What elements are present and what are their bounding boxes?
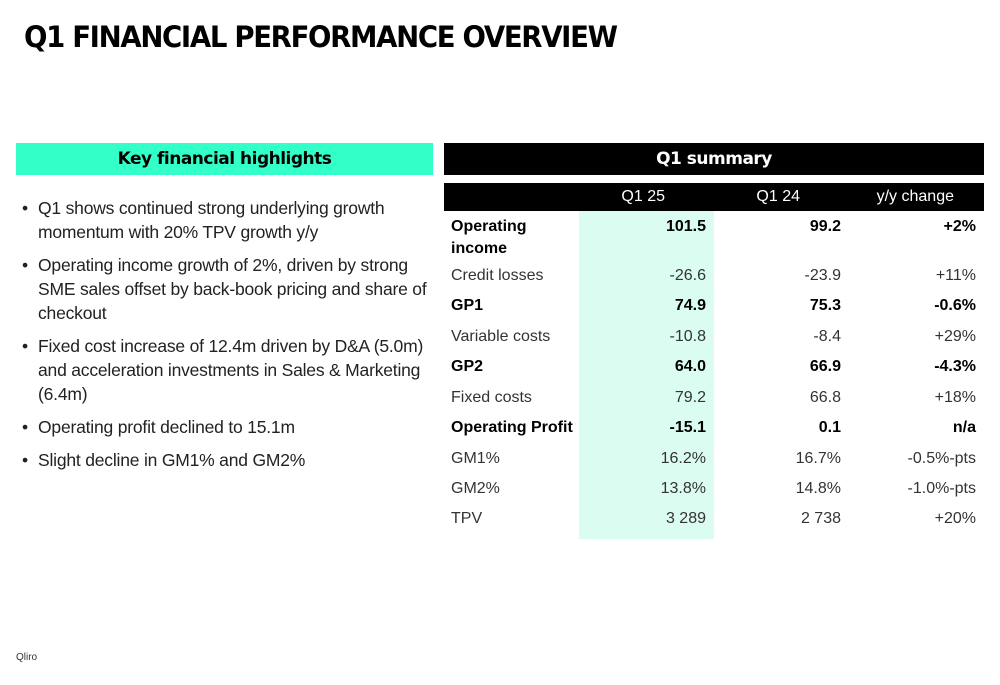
table-row: GM1% 16.2% 16.7% -0.5%-pts	[444, 443, 984, 473]
current-quarter-highlight	[579, 211, 714, 539]
value-yy-change: +2%	[943, 218, 976, 235]
highlights-list: Q1 shows continued strong underlying gro…	[20, 196, 430, 481]
value-yy-change: +18%	[934, 389, 976, 406]
highlights-header: Key financial highlights	[16, 143, 433, 175]
value-yy-change: +11%	[935, 267, 976, 284]
table-row: Variable costs -10.8 -8.4 +29%	[444, 321, 984, 351]
column-header-q124: Q1 24	[756, 188, 800, 205]
table-row: Operating Profit -15.1 0.1 n/a	[444, 412, 984, 443]
value-yy-change: +29%	[934, 328, 976, 345]
page-title: Q1 FINANCIAL PERFORMANCE OVERVIEW	[24, 20, 618, 54]
highlight-item: Q1 shows continued strong underlying gro…	[20, 196, 430, 244]
table-row: GP2 64.0 66.9 -4.3%	[444, 351, 984, 382]
value-q124: 66.8	[809, 389, 841, 406]
table-row: Operating income 101.5 99.2 +2%	[444, 211, 984, 260]
value-q124: 16.7%	[795, 450, 841, 467]
value-q125: 74.9	[674, 297, 706, 314]
highlight-item: Operating income growth of 2%, driven by…	[20, 253, 430, 325]
company-logo: Qliro	[16, 652, 38, 663]
value-yy-change: n/a	[952, 419, 976, 436]
value-q125: 64.0	[674, 358, 706, 375]
column-header-yy-change: y/y change	[876, 188, 954, 205]
value-yy-change: -4.3%	[934, 358, 976, 375]
summary-table-body: Operating income 101.5 99.2 +2% Credit losse…	[444, 211, 984, 533]
value-q124: -23.9	[804, 267, 841, 284]
value-q125: -26.6	[669, 267, 706, 284]
row-label: Credit losses	[451, 267, 544, 284]
value-q124: 99.2	[809, 218, 841, 235]
table-row: GM2% 13.8% 14.8% -1.0%-pts	[444, 473, 984, 503]
table-row: Credit losses -26.6 -23.9 +11%	[444, 260, 984, 290]
value-q125: 3 289	[665, 510, 706, 527]
row-label: GM1%	[451, 450, 500, 467]
row-label: Variable costs	[451, 328, 551, 345]
value-yy-change: -0.6%	[934, 297, 976, 314]
summary-table-header: Q1 25 Q1 24 y/y change	[444, 183, 984, 211]
value-yy-change: -1.0%-pts	[907, 480, 976, 497]
row-label: GM2%	[451, 480, 500, 497]
table-row: Fixed costs 79.2 66.8 +18%	[444, 382, 984, 412]
highlight-item: Fixed cost increase of 12.4m driven by D…	[20, 334, 430, 406]
value-q125: 13.8%	[660, 480, 706, 497]
value-q124: 2 738	[800, 510, 841, 527]
value-yy-change: +20%	[934, 510, 976, 527]
highlight-item: Slight decline in GM1% and GM2%	[20, 448, 430, 472]
value-q124: -8.4	[813, 328, 841, 345]
summary-header: Q1 summary	[444, 143, 984, 175]
row-label: Fixed costs	[451, 389, 532, 406]
row-label: GP1	[451, 297, 484, 314]
table-row: TPV 3 289 2 738 +20%	[444, 503, 984, 533]
value-q125: -15.1	[669, 419, 706, 436]
value-q124: 0.1	[818, 419, 841, 436]
value-q124: 14.8%	[795, 480, 841, 497]
row-label: TPV	[451, 510, 483, 527]
value-q124: 75.3	[809, 297, 841, 314]
value-yy-change: -0.5%-pts	[907, 450, 976, 467]
table-row: GP1 74.9 75.3 -0.6%	[444, 290, 984, 321]
value-q125: 16.2%	[660, 450, 706, 467]
highlight-item: Operating profit declined to 15.1m	[20, 415, 430, 439]
value-q125: -10.8	[669, 328, 706, 345]
column-header-q125: Q1 25	[621, 188, 665, 205]
value-q125: 101.5	[665, 218, 706, 235]
value-q125: 79.2	[674, 389, 706, 406]
row-label: Operating income	[451, 218, 527, 257]
value-q124: 66.9	[809, 358, 841, 375]
row-label: Operating Profit	[451, 419, 573, 436]
row-label: GP2	[451, 358, 484, 375]
